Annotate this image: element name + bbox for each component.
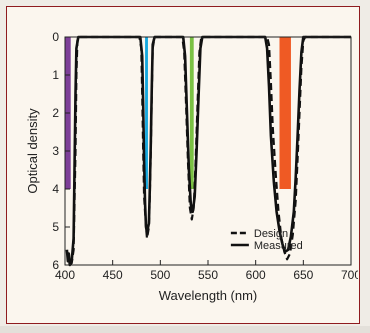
series-line-design: [69, 35, 351, 266]
y-tick-label: 1: [52, 68, 59, 82]
x-axis-label: Wavelength (nm): [159, 288, 258, 303]
plot-area-border: [64, 36, 352, 266]
legend: Design Measured: [230, 228, 303, 252]
bottom-strip: [0, 326, 370, 333]
y-tick-label: 6: [52, 258, 59, 272]
series-line-measured: [65, 35, 351, 267]
optical-density-chart: 400 450 500 550 600 650 700 0 1 2 3 4 5 6 Wavelength…: [25, 30, 361, 303]
wavelength-bands: [65, 37, 291, 189]
legend-label-design: Design: [254, 228, 288, 240]
band-1: [145, 37, 148, 189]
x-axis-ticks: 400 450 500 550 600 650 700: [55, 260, 361, 282]
x-tick-label: 400: [55, 268, 75, 282]
band-2: [189, 37, 194, 189]
legend-label-measured: Measured: [254, 240, 303, 252]
x-tick-label: 500: [150, 268, 170, 282]
x-tick-label: 600: [246, 268, 266, 282]
figure-frame: 400 450 500 550 600 650 700 0 1 2 3 4 5 6 Wavelength…: [6, 6, 361, 324]
y-tick-label: 3: [52, 144, 59, 158]
y-tick-label: 5: [52, 220, 59, 234]
y-tick-label: 4: [52, 182, 59, 196]
y-axis-label: Optical density: [25, 108, 40, 194]
y-tick-label: 0: [52, 30, 59, 44]
x-tick-label: 550: [198, 268, 218, 282]
band-3: [279, 37, 291, 189]
y-axis-ticks: 0 1 2 3 4 5 6: [52, 30, 70, 272]
x-tick-label: 700: [341, 268, 358, 282]
series-lines: [65, 35, 351, 267]
y-tick-label: 2: [52, 106, 59, 120]
x-tick-label: 450: [103, 268, 123, 282]
x-tick-label: 650: [293, 268, 313, 282]
